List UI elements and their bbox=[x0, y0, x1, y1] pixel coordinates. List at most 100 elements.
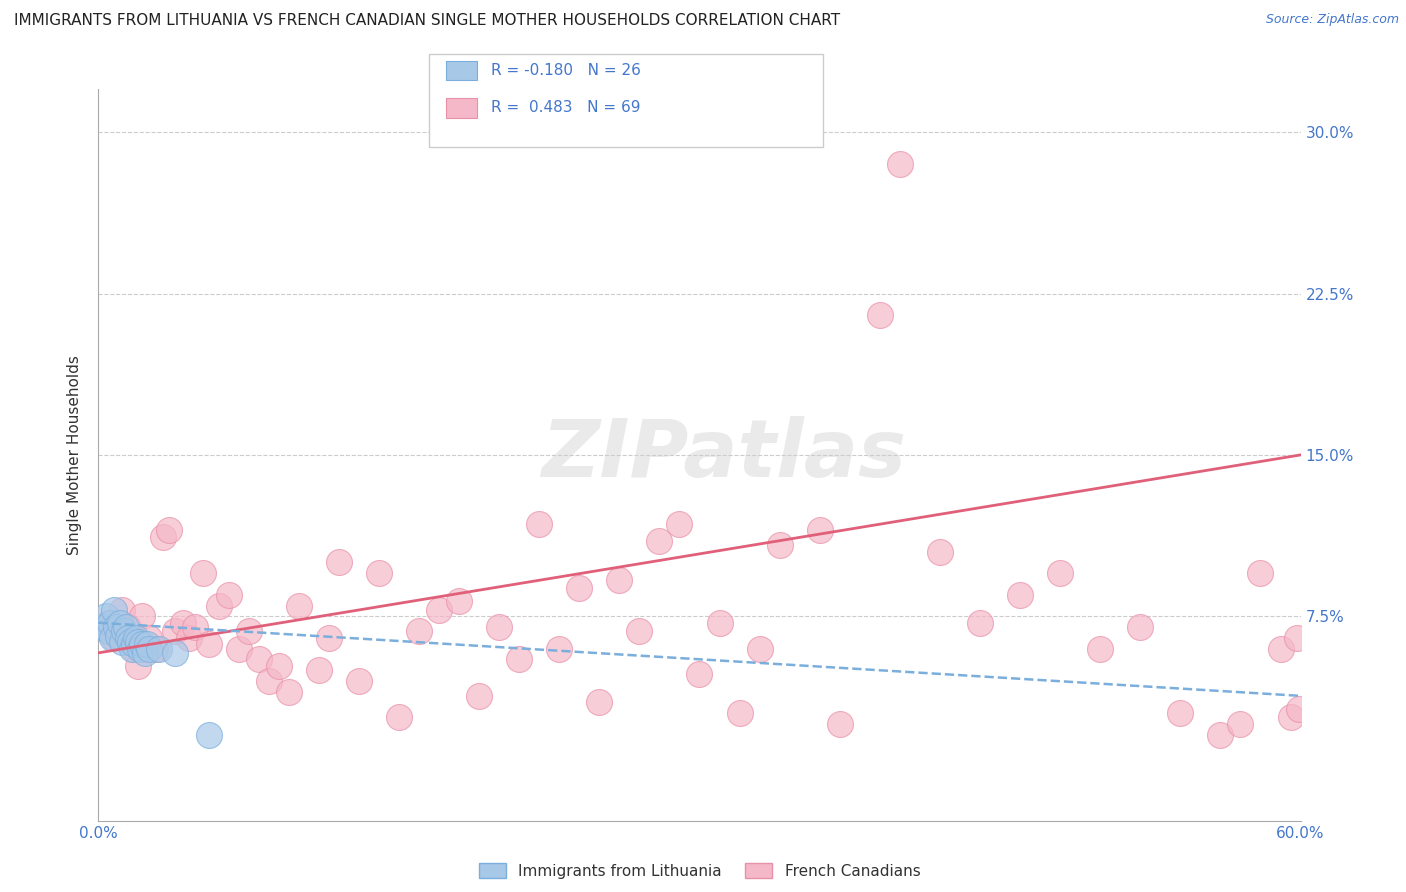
Point bbox=[105, 620, 128, 634]
Text: R =  0.483   N = 69: R = 0.483 N = 69 bbox=[491, 101, 640, 115]
Point bbox=[134, 646, 156, 660]
Point bbox=[347, 673, 370, 688]
Text: IMMIGRANTS FROM LITHUANIA VS FRENCH CANADIAN SINGLE MOTHER HOUSEHOLDS CORRELATIO: IMMIGRANTS FROM LITHUANIA VS FRENCH CANA… bbox=[14, 13, 841, 29]
Point bbox=[257, 673, 280, 688]
Point bbox=[468, 689, 491, 703]
Point bbox=[1288, 702, 1310, 716]
Point bbox=[447, 594, 470, 608]
Point bbox=[668, 516, 690, 531]
Point bbox=[172, 615, 194, 630]
Point bbox=[889, 157, 911, 171]
Point bbox=[728, 706, 751, 720]
Point bbox=[97, 615, 120, 630]
Point bbox=[101, 631, 124, 645]
Point bbox=[96, 609, 118, 624]
Point bbox=[124, 637, 146, 651]
Point bbox=[117, 620, 139, 634]
Point bbox=[191, 566, 214, 581]
Point bbox=[114, 624, 136, 639]
Point bbox=[121, 641, 143, 656]
Point bbox=[107, 629, 129, 643]
Point bbox=[1209, 728, 1232, 742]
Point bbox=[152, 530, 174, 544]
Point bbox=[111, 603, 134, 617]
Point bbox=[143, 641, 166, 656]
Point bbox=[808, 523, 831, 537]
Point bbox=[97, 624, 120, 639]
Point bbox=[148, 641, 170, 656]
Point bbox=[628, 624, 651, 639]
Point bbox=[120, 635, 142, 649]
Point bbox=[508, 652, 530, 666]
Point bbox=[111, 635, 134, 649]
Point bbox=[769, 538, 792, 552]
Point bbox=[929, 545, 952, 559]
Point bbox=[1170, 706, 1192, 720]
Point bbox=[1250, 566, 1272, 581]
Point bbox=[427, 603, 450, 617]
Point bbox=[238, 624, 260, 639]
Point bbox=[177, 631, 200, 645]
Point bbox=[828, 716, 851, 731]
Point bbox=[318, 631, 340, 645]
Point bbox=[93, 620, 115, 634]
Point bbox=[368, 566, 391, 581]
Point bbox=[247, 652, 270, 666]
Point bbox=[1010, 588, 1032, 602]
Point bbox=[103, 603, 125, 617]
Point bbox=[163, 646, 186, 660]
Point bbox=[1049, 566, 1071, 581]
Point bbox=[267, 658, 290, 673]
Point bbox=[157, 523, 180, 537]
Point bbox=[648, 533, 671, 548]
Point bbox=[288, 599, 311, 613]
Point bbox=[1088, 641, 1111, 656]
Point bbox=[138, 631, 160, 645]
Point bbox=[183, 620, 205, 634]
Point bbox=[1129, 620, 1152, 634]
Point bbox=[588, 695, 610, 709]
Point bbox=[228, 641, 250, 656]
Point bbox=[1270, 641, 1292, 656]
Point bbox=[115, 620, 138, 634]
Point bbox=[218, 588, 240, 602]
Legend: Immigrants from Lithuania, French Canadians: Immigrants from Lithuania, French Canadi… bbox=[471, 855, 928, 886]
Point bbox=[869, 308, 891, 322]
Y-axis label: Single Mother Households: Single Mother Households bbox=[67, 355, 83, 555]
Point bbox=[117, 631, 139, 645]
Point bbox=[308, 663, 330, 677]
Point bbox=[689, 667, 711, 681]
Point bbox=[408, 624, 430, 639]
Point bbox=[135, 637, 157, 651]
Point bbox=[529, 516, 551, 531]
Point bbox=[328, 556, 350, 570]
Point bbox=[138, 641, 160, 656]
Point bbox=[100, 615, 122, 630]
Point bbox=[208, 599, 231, 613]
Point bbox=[125, 631, 148, 645]
Point bbox=[609, 573, 631, 587]
Point bbox=[131, 609, 153, 624]
Text: ZIPatlas: ZIPatlas bbox=[541, 416, 905, 494]
Point bbox=[128, 658, 150, 673]
Point bbox=[197, 637, 219, 651]
Point bbox=[1229, 716, 1251, 731]
Point bbox=[110, 615, 132, 630]
Point bbox=[568, 582, 591, 596]
Point bbox=[103, 631, 125, 645]
Point bbox=[163, 624, 186, 639]
Point bbox=[709, 615, 731, 630]
Point bbox=[969, 615, 991, 630]
Point bbox=[131, 637, 153, 651]
Point bbox=[277, 684, 299, 698]
Text: Source: ZipAtlas.com: Source: ZipAtlas.com bbox=[1265, 13, 1399, 27]
Point bbox=[197, 728, 219, 742]
Point bbox=[548, 641, 571, 656]
Point bbox=[128, 635, 150, 649]
Point bbox=[388, 710, 411, 724]
Point bbox=[748, 641, 770, 656]
Point bbox=[1279, 710, 1302, 724]
Point bbox=[488, 620, 510, 634]
Text: R = -0.180   N = 26: R = -0.180 N = 26 bbox=[491, 63, 641, 78]
Point bbox=[129, 641, 152, 656]
